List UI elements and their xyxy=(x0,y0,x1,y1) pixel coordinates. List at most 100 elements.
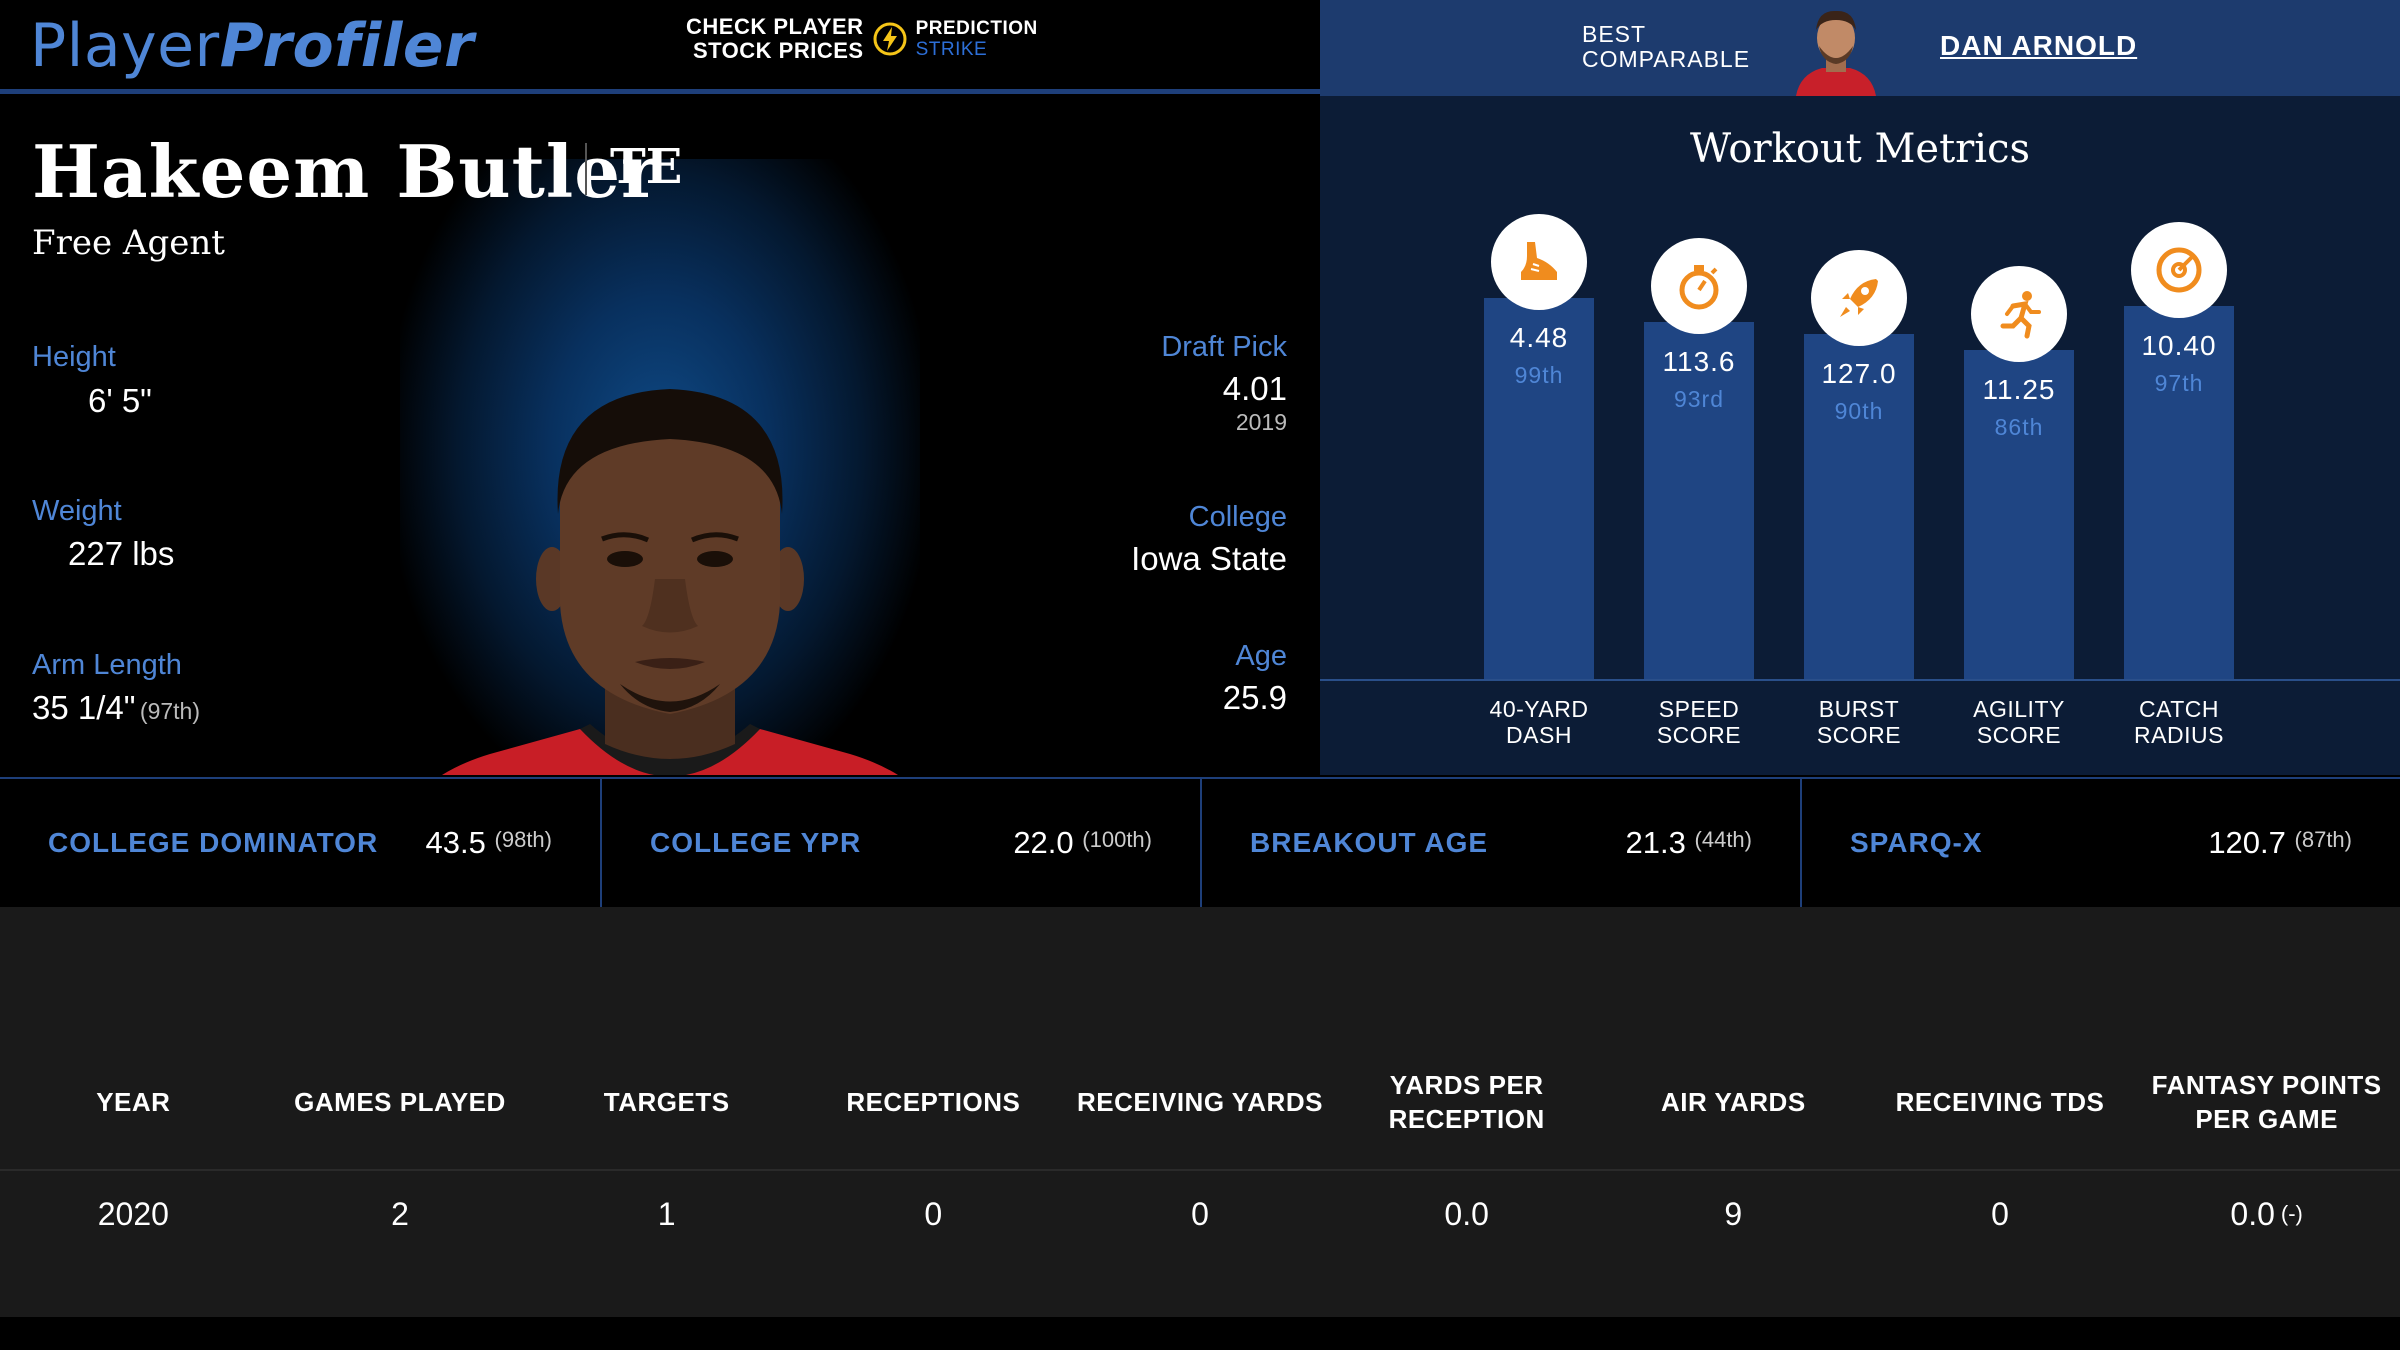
table-column-header[interactable]: RECEPTIONS xyxy=(846,1087,1021,1117)
table-column-header[interactable]: YEAR xyxy=(96,1087,171,1117)
stopwatch-icon xyxy=(1651,238,1747,334)
workout-metric-label-line-1: 40-YARD xyxy=(1489,696,1589,722)
lightning-bolt-icon xyxy=(873,22,907,56)
table-column-header[interactable]: TARGETS xyxy=(603,1087,730,1117)
advanced-stats-strip: COLLEGE DOMINATOR 43.5 (98th) COLLEGE YP… xyxy=(0,777,2400,907)
workout-metric-percentile: 97th xyxy=(2154,370,2204,396)
promo-line-1: CHECK PLAYER xyxy=(686,14,864,39)
workout-metric-label: CATCH RADIUS xyxy=(2099,696,2259,748)
advanced-stat-label[interactable]: COLLEGE DOMINATOR xyxy=(48,827,379,858)
workout-metric-value: 113.6 xyxy=(1662,346,1736,377)
advanced-stat-college-ypr: COLLEGE YPR 22.0 (100th) xyxy=(600,779,1200,907)
table-cell-value: 0 xyxy=(1991,1195,2009,1232)
page-bottom-bar xyxy=(0,1317,2400,1350)
best-comparable-bar: BEST COMPARABLE DAN ARNOLD xyxy=(1320,0,2400,96)
age-value: 25.9 xyxy=(1222,679,1287,716)
draft-year: 2019 xyxy=(1235,409,1287,435)
table-cell: 1 xyxy=(533,1189,800,1239)
advanced-stat-label[interactable]: COLLEGE YPR xyxy=(650,827,862,858)
table-cell: 0 xyxy=(1067,1189,1334,1239)
workout-metric-label-line-1: SPEED xyxy=(1658,696,1740,722)
prediction-strike-promo[interactable]: CHECK PLAYER STOCK PRICES PREDICTION STR… xyxy=(686,14,1038,64)
table-column-header[interactable]: YARDS PER RECEPTION xyxy=(1388,1070,1545,1134)
table-column-header[interactable]: FANTASY POINTS PER GAME xyxy=(2151,1070,2382,1134)
advanced-stat-number: 120.7 xyxy=(2208,825,2286,860)
table-cell: 0.0 xyxy=(1333,1189,1600,1239)
logo-text-player: Player xyxy=(30,11,220,81)
bars-baseline xyxy=(1320,679,2400,681)
name-divider xyxy=(585,143,587,195)
arm-length-value: 35 1/4" xyxy=(32,689,136,726)
table-cell: 0 xyxy=(800,1189,1067,1239)
college-label: College xyxy=(1188,501,1287,533)
table-cell-value: 2020 xyxy=(97,1195,169,1232)
workout-bar xyxy=(2124,306,2234,679)
player-name: Hakeem Butler xyxy=(32,129,660,214)
workout-metric-label-line-2: DASH xyxy=(1506,722,1572,748)
workout-metric-percentile: 93rd xyxy=(1673,386,1725,412)
workout-metric-label-line-2: SCORE xyxy=(1656,722,1742,748)
table-divider xyxy=(0,1169,2400,1171)
draft-pick-label: Draft Pick xyxy=(1161,331,1287,363)
logo-text-profiler: Profiler xyxy=(219,11,475,81)
target-icon xyxy=(2131,222,2227,318)
workout-metric-value: 4.48 xyxy=(1509,322,1569,353)
table-cell-value: 0.0 xyxy=(1444,1195,1489,1232)
height-label: Height xyxy=(32,341,116,373)
promo-line-2: STOCK PRICES xyxy=(692,38,864,63)
table-cell: 2020 xyxy=(0,1189,267,1239)
workout-metric-label-line-2: SCORE xyxy=(1976,722,2062,748)
table-column-header[interactable]: RECEIVING TDS xyxy=(1895,1087,2105,1117)
workout-metric-label-line-1: AGILITY xyxy=(1973,696,2065,722)
height-value: 6' 5" xyxy=(88,382,152,419)
player-team: Free Agent xyxy=(32,223,225,263)
table-cell: 9 xyxy=(1600,1189,1867,1239)
workout-metric-label: 40-YARD DASH xyxy=(1459,696,1619,748)
advanced-stat-label[interactable]: BREAKOUT AGE xyxy=(1250,827,1489,858)
player-position: TE xyxy=(610,139,683,195)
advanced-stat-sparq-x: SPARQ-X 120.7 (87th) xyxy=(1800,779,2400,907)
advanced-stat-percentile: (87th) xyxy=(2294,827,2352,852)
workout-bar xyxy=(1484,298,1594,679)
weight-label: Weight xyxy=(32,495,122,527)
advanced-stat-label[interactable]: SPARQ-X xyxy=(1850,827,1983,858)
weight-value: 227 lbs xyxy=(68,535,175,572)
season-stats-table: YEAR GAMES PLAYED TARGETS RECEPTIONS RECEIVI… xyxy=(0,907,2400,1317)
player-headshot xyxy=(442,389,898,775)
table-column-header[interactable]: RECEIVING YARDS xyxy=(1077,1087,1323,1117)
advanced-stat-value: 43.5 (98th) xyxy=(426,825,552,861)
advanced-stat-value: 120.7 (87th) xyxy=(2208,825,2352,861)
site-logo[interactable]: PlayerProfiler xyxy=(30,10,474,82)
promo-text: CHECK PLAYER STOCK PRICES xyxy=(686,15,864,63)
table-cell-suffix: (-) xyxy=(2280,1201,2303,1226)
workout-metric-label: SPEED SCORE xyxy=(1619,696,1779,748)
workout-metric-label-line-2: RADIUS xyxy=(2134,722,2224,748)
arm-length-percentile: (97th) xyxy=(139,698,201,724)
advanced-stat-percentile: (44th) xyxy=(1694,827,1752,852)
table-cell-value: 0 xyxy=(1191,1195,1209,1232)
workout-bar xyxy=(1644,322,1754,679)
workout-metric-label-line-2: SCORE xyxy=(1816,722,1902,748)
site-header: PlayerProfiler CHECK PLAYER STOCK PRICES… xyxy=(0,0,1320,94)
workout-metric-label: AGILITY SCORE xyxy=(1939,696,2099,748)
comparable-label-line-2: COMPARABLE xyxy=(1582,46,1751,72)
advanced-stat-value: 22.0 (100th) xyxy=(1013,825,1152,861)
promo-brand-line-2: STRIKE xyxy=(915,39,988,60)
shoe-icon xyxy=(1491,214,1587,310)
comparable-player-link[interactable]: DAN ARNOLD xyxy=(1940,30,2138,61)
best-comparable-label: BEST COMPARABLE xyxy=(1582,22,1750,72)
advanced-stat-number: 21.3 xyxy=(1625,825,1686,860)
workout-metrics-title: Workout Metrics xyxy=(1689,126,2031,172)
advanced-stat-percentile: (100th) xyxy=(1082,827,1152,852)
workout-metric-percentile: 99th xyxy=(1514,362,1564,388)
comparable-player-avatar[interactable] xyxy=(1792,4,1880,96)
arm-length-row: 35 1/4" (97th) xyxy=(32,689,200,727)
workout-metric-value: 10.40 xyxy=(2141,330,2217,361)
workout-bar xyxy=(1804,334,1914,679)
advanced-stat-breakout-age: BREAKOUT AGE 21.3 (44th) xyxy=(1200,779,1800,907)
arm-length-label: Arm Length xyxy=(32,649,182,681)
advanced-stat-percentile: (98th) xyxy=(494,827,552,852)
table-column-header[interactable]: AIR YARDS xyxy=(1661,1087,1806,1117)
table-column-header[interactable]: GAMES PLAYED xyxy=(294,1087,506,1117)
promo-brand-line-1: PREDICTION xyxy=(915,18,1038,39)
